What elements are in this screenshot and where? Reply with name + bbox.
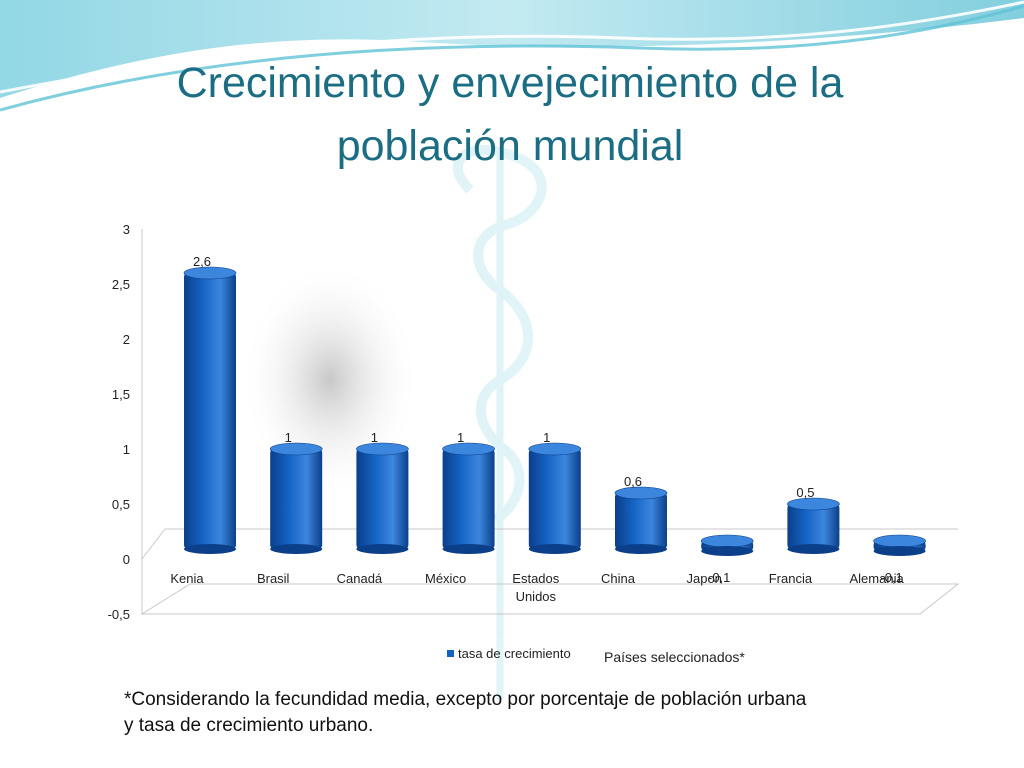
- bar-bottom: [873, 546, 926, 556]
- bar-bottom: [184, 544, 236, 554]
- data-label: 1: [285, 430, 292, 445]
- footnote: *Considerando la fecundidad media, excep…: [124, 687, 964, 739]
- y-tick-label: 2: [123, 332, 130, 347]
- bar-body: [184, 273, 236, 549]
- bar: [442, 442, 495, 554]
- bar-top: [183, 266, 237, 280]
- data-label: 1: [457, 430, 464, 445]
- bar-bottom: [270, 544, 323, 554]
- bar-top: [700, 534, 754, 548]
- floor-plane: [140, 583, 960, 615]
- data-label: 1: [543, 430, 550, 445]
- bar-bottom: [701, 546, 754, 556]
- slide-title-line-2: población mundial: [336, 122, 684, 170]
- background-shadow: [240, 260, 420, 500]
- legend-label: tasa de crecimiento: [458, 646, 571, 661]
- bar-bottom: [615, 544, 667, 554]
- bar: [269, 442, 323, 554]
- header-wave-line: [0, 4, 1024, 112]
- x-tick-label: México: [425, 571, 466, 586]
- bar: [787, 497, 840, 554]
- footnote-line-2: y tasa de crecimiento urbano.: [124, 715, 374, 736]
- x-tick-label: China: [601, 571, 636, 586]
- y-tick-label: 1,5: [112, 387, 130, 402]
- bar-bottom: [528, 544, 581, 554]
- x-axis-labels: Kenia Brasil Canadá México Estados Unidos Chin…: [170, 571, 904, 604]
- footnote-line-1: *Considerando la fecundidad media, excep…: [124, 689, 807, 710]
- bar-bottom: [787, 544, 840, 554]
- floor-left-edge: [141, 528, 166, 560]
- bar-top: [614, 486, 668, 500]
- bar-body: [787, 504, 840, 549]
- bar: [528, 442, 582, 554]
- x-tick-label: Kenia: [170, 571, 204, 586]
- bar-body: [356, 449, 409, 549]
- data-label: 0,5: [796, 485, 814, 500]
- slide-title-line-1: Crecimiento y envejecimiento de la: [176, 59, 844, 107]
- bar-bottom: [442, 544, 495, 554]
- y-tick-label: 1: [123, 442, 130, 457]
- bars: 2,6 1 1 1 1 0,6 -0,1 0,5 -0,1: [183, 254, 926, 585]
- data-label: -0,1: [708, 570, 730, 585]
- x-tick-label: Alemania: [849, 571, 904, 586]
- bar: [700, 534, 754, 556]
- legend: tasa de crecimiento: [447, 646, 571, 661]
- y-tick-label: -0,5: [108, 607, 130, 622]
- data-label: 0,6: [624, 474, 642, 489]
- bar-top: [356, 442, 409, 456]
- bar-body: [615, 493, 667, 549]
- header-wave-line-2: [0, 0, 1024, 94]
- slide-title: Crecimiento y envejecimiento de la pobla…: [90, 52, 930, 178]
- bar-top: [442, 442, 495, 456]
- bar-bottom: [356, 544, 409, 554]
- data-label: 2,6: [193, 254, 211, 269]
- x-axis-title: Países seleccionados*: [604, 649, 745, 665]
- y-tick-label: 3: [123, 222, 130, 237]
- bar-body: [270, 449, 323, 549]
- watermark-snake-icon: [452, 144, 547, 700]
- bar-top: [528, 442, 582, 456]
- bar-body: [528, 449, 581, 549]
- x-tick-label: Brasil: [257, 571, 290, 586]
- bar: [873, 534, 926, 556]
- bar-top: [269, 442, 323, 456]
- header-wave: [0, 0, 1024, 98]
- legend-swatch: [447, 650, 454, 657]
- x-tick-label: Unidos: [516, 589, 557, 604]
- bar-top: [873, 534, 926, 548]
- bar: [183, 266, 237, 554]
- x-tick-label: Francia: [769, 571, 813, 586]
- bar: [356, 442, 409, 554]
- y-axis: 3 2,5 2 1,5 1 0,5 0 -0,5: [108, 222, 143, 622]
- x-tick-label: Estados: [512, 571, 559, 586]
- x-tick-label: Canadá: [337, 571, 383, 586]
- y-tick-label: 2,5: [112, 277, 130, 292]
- bar: [614, 486, 668, 554]
- x-tick-label: Japon: [686, 571, 721, 586]
- data-label: -0,1: [880, 570, 902, 585]
- bar-top: [787, 497, 840, 511]
- bar-body: [442, 449, 495, 549]
- y-tick-label: 0: [123, 552, 130, 567]
- data-label: 1: [371, 430, 378, 445]
- y-tick-label: 0,5: [112, 497, 130, 512]
